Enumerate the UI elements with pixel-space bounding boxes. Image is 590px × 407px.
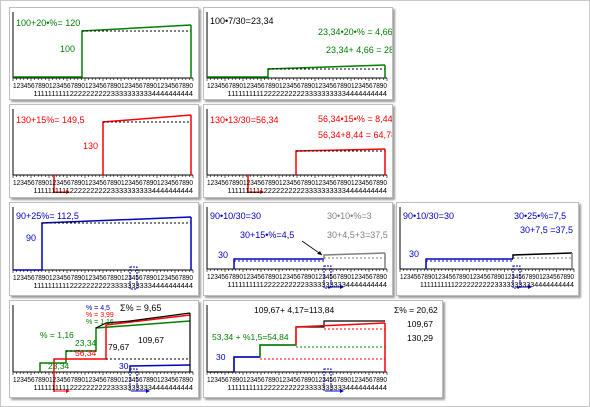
value-23-upper: 23,34	[75, 338, 97, 348]
axis-row1: 1234567890123456789012345678901234567890…	[207, 375, 387, 384]
value-79: 79,67	[108, 342, 130, 352]
arrow-head	[340, 285, 344, 289]
red-line	[295, 322, 386, 345]
panel-blue-30-gray: 90•10/30=30 30•10•%=3 30+4,5+3=37,5 30+1…	[203, 202, 393, 296]
axis-row1: 1234567890123456789012345678901234567890…	[207, 272, 387, 281]
axis-row1: 1234567890123456789012345678901234567890…	[13, 81, 193, 90]
panel-green-100-svg: 100+20•%= 120 100 1234567890123456789012…	[12, 12, 194, 98]
axis-row1: 1234567890123456789012345678901234567890…	[207, 81, 387, 90]
gray-sum-label: 30+4,5+3=37,5	[327, 230, 388, 240]
base-label: 100	[60, 44, 75, 54]
blue-line	[425, 258, 513, 269]
blue-line	[233, 258, 324, 269]
base-label: 130	[83, 141, 98, 151]
base-label: 30	[409, 249, 419, 259]
legend-red: % = 3,99	[86, 312, 114, 319]
pointer-head	[317, 251, 322, 255]
axis-row2: 1111111111222222222233333333334444444444	[207, 89, 387, 98]
blue-percent-label: 30+15•%=4,5	[240, 230, 294, 240]
axis-row1: 1234567890123456789012345678901234567890…	[400, 274, 574, 281]
panel-red-130-svg: 130+15%= 149,5 130 123456789012345678901…	[12, 109, 194, 195]
percent-label: 56,34•15•% = 8,44	[318, 114, 392, 124]
axis-row2: 1111111111222222222233333333334444444444	[13, 186, 193, 195]
axis-row1: 1234567890123456789012345678901234567890…	[13, 178, 193, 187]
panel-red-56-svg: 130•13/30=56,34 56,34•15•% = 8,44 56,34+…	[206, 109, 392, 195]
result-109: 109,67	[407, 319, 433, 329]
panel-combined-left-svg: % = 4,5 % = 3,99 % = 1,16 Σ% = 9,65 % = …	[12, 303, 194, 393]
growth-line	[13, 216, 192, 271]
axis-row2: 1111111111222222222233333333334444444444	[400, 282, 574, 289]
gray-percent-label: 30•10•%=3	[327, 211, 372, 221]
formula-label: 90•10/30=30	[403, 211, 454, 221]
panel-green-23-svg: 100•7/30=23,34 23,34•20•% = 4,66 23,34+ …	[206, 12, 392, 98]
panel-red-130: 130+15%= 149,5 130 123456789012345678901…	[9, 104, 199, 198]
value-56: 56,34	[75, 348, 97, 358]
panel-red-56: 130•13/30=56,34 56,34•15•% = 8,44 56,34+…	[203, 104, 393, 198]
period-box	[323, 368, 332, 392]
axis-row1: 1234567890123456789012345678901234567890…	[13, 273, 193, 282]
legend-green: % = 1,16	[86, 319, 114, 326]
panel-blue-90: 90+25%= 112,5 90 12345678901234567890123…	[9, 202, 199, 296]
formula-label: 90•10/30=30	[210, 211, 261, 221]
blue-line	[233, 356, 260, 372]
green-percent-label: % = 1,16	[40, 330, 74, 340]
growth-line	[13, 24, 192, 78]
axis-row1: 1234567890123456789012345678901234567890…	[13, 375, 193, 384]
axis-row2: 1111111111222222222233333333334444444444	[13, 89, 193, 98]
blue-line	[129, 364, 191, 372]
panel-green-23: 100•7/30=23,34 23,34•20•% = 4,66 23,34+ …	[203, 7, 393, 100]
panel-blue-30-black-svg: 90•10/30=30 30•25•%=7,5 30+7,5 =37,5 30 …	[399, 207, 575, 289]
formula-label: 130+15%= 149,5	[16, 115, 85, 125]
value-109: 109,67	[138, 335, 164, 345]
top-formula: 109,67+ 4,17=113,84	[254, 305, 334, 315]
growth-line	[295, 148, 386, 175]
arrow-head	[260, 190, 264, 194]
panel-blue-90-svg: 90+25%= 112,5 90 12345678901234567890123…	[12, 207, 194, 290]
axis-row1: 1234567890123456789012345678901234567890…	[207, 178, 387, 187]
axis-row2: 1111111111222222222233333333334444444444	[207, 383, 387, 392]
formula-label: 100+20•%= 120	[16, 18, 80, 28]
panel-combined-right: 109,67+ 4,17=113,84 Σ% = 20,62 109,67 13…	[203, 300, 443, 398]
sum-label: 56,34+8,44 = 64,78	[318, 130, 392, 140]
sum-label: 30+7,5 =37,5	[520, 225, 573, 235]
base-label: 30	[216, 352, 226, 362]
panel-blue-30-gray-svg: 90•10/30=30 30•10•%=3 30+4,5+3=37,5 30+1…	[206, 207, 388, 289]
black-line	[95, 312, 191, 329]
arrow-head	[66, 190, 70, 194]
growth-line	[102, 114, 192, 175]
percent-label: 30•25•%=7,5	[514, 211, 566, 221]
red-arrow-head	[66, 389, 70, 393]
axis-row2: 1111111111222222222233333333334444444444	[13, 383, 193, 392]
value-23-lower: 23,34	[48, 361, 70, 371]
sum-percent-label: Σ% = 20,62	[394, 305, 438, 315]
axis-row2: 1111111111222222222233333333334444444444	[13, 281, 193, 290]
panel-combined-left: % = 4,5 % = 3,99 % = 1,16 Σ% = 9,65 % = …	[9, 300, 199, 398]
sum-label: 23,34+ 4,66 = 28	[326, 45, 392, 55]
result-130: 130,29	[407, 333, 433, 343]
period-box	[323, 265, 332, 289]
base-label: 90	[26, 233, 36, 243]
panel-combined-right-svg: 109,67+ 4,17=113,84 Σ% = 20,62 109,67 13…	[206, 305, 438, 393]
axis-row2: 1111111111222222222233333333334444444444	[207, 280, 387, 289]
formula-label: 90+25%= 112,5	[16, 211, 79, 221]
period-box	[512, 265, 521, 289]
legend-blue: % = 4,5	[86, 305, 110, 312]
period-box	[129, 368, 138, 392]
formula-label: 130•13/30=56,34	[210, 115, 278, 125]
panel-blue-30-black: 90•10/30=30 30•25•%=7,5 30+7,5 =37,5 30 …	[396, 202, 579, 296]
green-line	[259, 344, 296, 357]
axis-row2: 1111111111222222222233333333334444444444	[207, 186, 387, 195]
period-box	[129, 266, 138, 290]
arrow-head	[340, 389, 344, 393]
growth-line	[207, 64, 386, 78]
value-30: 30	[119, 361, 129, 371]
green-formula: 53,34 + %1,5=54,84	[212, 332, 289, 342]
panel-green-100: 100+20•%= 120 100 1234567890123456789012…	[9, 7, 199, 100]
blue-arrow-head	[146, 389, 150, 393]
base-label: 30	[218, 250, 228, 260]
formula-label: 100•7/30=23,34	[210, 16, 273, 26]
arrow-head	[528, 285, 532, 289]
percent-label: 23,34•20•% = 4,66	[318, 27, 392, 37]
sum-percent-label: Σ% = 9,65	[120, 303, 161, 313]
